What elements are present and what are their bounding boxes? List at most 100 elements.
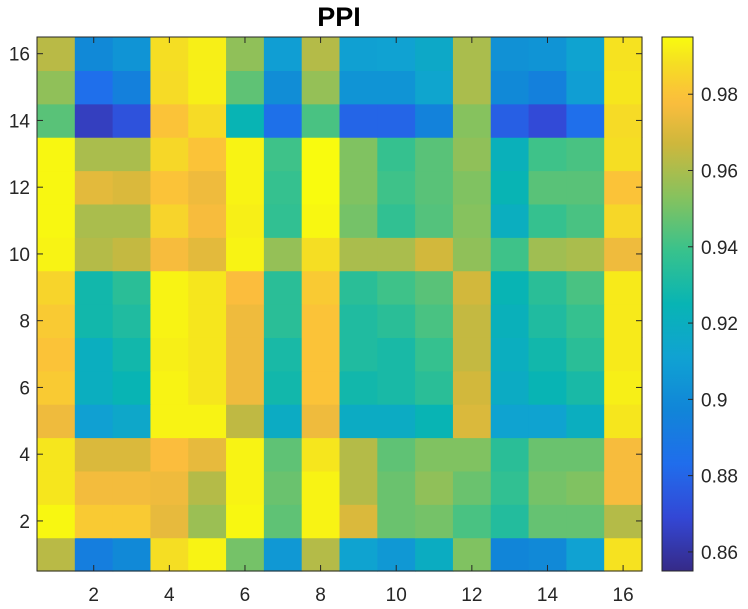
heatmap-cell: [339, 504, 378, 539]
heatmap-cell: [188, 470, 227, 505]
heatmap-cell: [112, 270, 152, 305]
heatmap-cell: [74, 437, 114, 472]
heatmap-cell: [452, 504, 492, 539]
colorbar-tick-label: 0.92: [701, 314, 738, 335]
heatmap-cell: [74, 504, 114, 539]
heatmap-cell: [37, 170, 76, 205]
heatmap-cell: [566, 237, 605, 272]
heatmap-cell: [226, 270, 265, 305]
heatmap-cell: [339, 470, 378, 505]
heatmap-cell: [566, 437, 605, 472]
heatmap-cell: [377, 137, 416, 172]
heatmap-cell: [339, 103, 378, 138]
heatmap-cell: [490, 337, 530, 372]
heatmap-cell: [37, 137, 76, 172]
heatmap-cell: [604, 470, 643, 505]
heatmap-cell: [37, 504, 76, 539]
heatmap-cell: [74, 237, 114, 272]
heatmap-cell: [566, 137, 605, 172]
x-axis: 2 4 6 8 10 12 14 16: [88, 37, 634, 606]
heatmap-cell: [490, 237, 530, 272]
heatmap-cell: [226, 103, 265, 138]
heatmap-cell: [263, 137, 303, 172]
heatmap-cell: [226, 337, 265, 372]
heatmap-cell: [490, 37, 530, 71]
heatmap-cell: [452, 203, 492, 238]
heatmap-cell: [263, 537, 303, 572]
heatmap-cell: [528, 203, 567, 238]
heatmap-cell: [415, 504, 454, 539]
heatmap-cell: [74, 404, 114, 439]
heatmap-cell: [452, 270, 492, 305]
heatmap-cell: [301, 304, 341, 338]
heatmap-cell: [226, 304, 265, 338]
heatmap-cell: [377, 70, 416, 105]
heatmap-cell: [377, 437, 416, 472]
y-tick-label: 6: [19, 378, 30, 399]
heatmap-cell: [226, 237, 265, 272]
heatmap-cell: [490, 270, 530, 305]
heatmap-cell: [150, 237, 189, 272]
heatmap-cell: [528, 370, 567, 405]
x-tick-label: 10: [386, 585, 407, 606]
heatmap-cell: [112, 504, 152, 539]
heatmap-cell: [188, 70, 227, 105]
heatmap-cell: [415, 170, 454, 205]
heatmap-cell: [301, 437, 341, 472]
heatmap-cell: [490, 470, 530, 505]
heatmap-cell: [112, 470, 152, 505]
heatmap-cell: [528, 337, 567, 372]
heatmap-cell: [415, 203, 454, 238]
heatmap-cell: [339, 537, 378, 572]
heatmap-cell: [226, 404, 265, 439]
heatmap-cell: [188, 270, 227, 305]
heatmap-cell: [37, 470, 76, 505]
heatmap-cell: [301, 203, 341, 238]
x-tick-label: 6: [240, 585, 251, 606]
heatmap-cell: [490, 70, 530, 105]
colorbar-tick-label: 0.98: [701, 85, 738, 106]
heatmap-cell: [566, 170, 605, 205]
heatmap-cell: [604, 337, 643, 372]
heatmap-cell: [377, 470, 416, 505]
heatmap-cell: [37, 103, 76, 138]
heatmap-cell: [339, 137, 378, 172]
heatmap-cell: [301, 270, 341, 305]
y-tick-label: 10: [9, 245, 30, 266]
heatmap-cell: [452, 337, 492, 372]
heatmap-cell: [566, 337, 605, 372]
heatmap-cell: [188, 103, 227, 138]
heatmap-cell: [74, 137, 114, 172]
heatmap-cell: [226, 470, 265, 505]
heatmap-cell: [566, 270, 605, 305]
y-tick-label: 4: [19, 445, 30, 466]
heatmap-cell: [37, 437, 76, 472]
y-tick-label: 8: [19, 312, 30, 333]
heatmap-cell: [263, 304, 303, 338]
heatmap-cell: [566, 404, 605, 439]
heatmap-cell: [528, 170, 567, 205]
heatmap-cell: [377, 203, 416, 238]
heatmap-cell: [112, 137, 152, 172]
heatmap-cell: [415, 404, 454, 439]
heatmap-cell: [452, 304, 492, 338]
heatmap-cell: [377, 237, 416, 272]
heatmap-cell: [37, 404, 76, 439]
colorbar-tick-label: 0.88: [701, 467, 738, 488]
heatmap-cell: [74, 203, 114, 238]
heatmap-cell: [74, 370, 114, 405]
colorbar-tick-label: 0.96: [701, 162, 738, 183]
heatmap-cell: [377, 304, 416, 338]
heatmap-cell: [112, 304, 152, 338]
heatmap-cell: [377, 404, 416, 439]
x-tick-label: 16: [613, 585, 634, 606]
heatmap-cell: [188, 404, 227, 439]
plot-frame: [36, 36, 643, 572]
heatmap-cell: [74, 270, 114, 305]
heatmap-cell: [490, 437, 530, 472]
heatmap-cell: [377, 504, 416, 539]
heatmap-cell: [263, 470, 303, 505]
heatmap-cell: [226, 170, 265, 205]
heatmap-cell: [604, 404, 643, 439]
heatmap-cell: [150, 70, 189, 105]
